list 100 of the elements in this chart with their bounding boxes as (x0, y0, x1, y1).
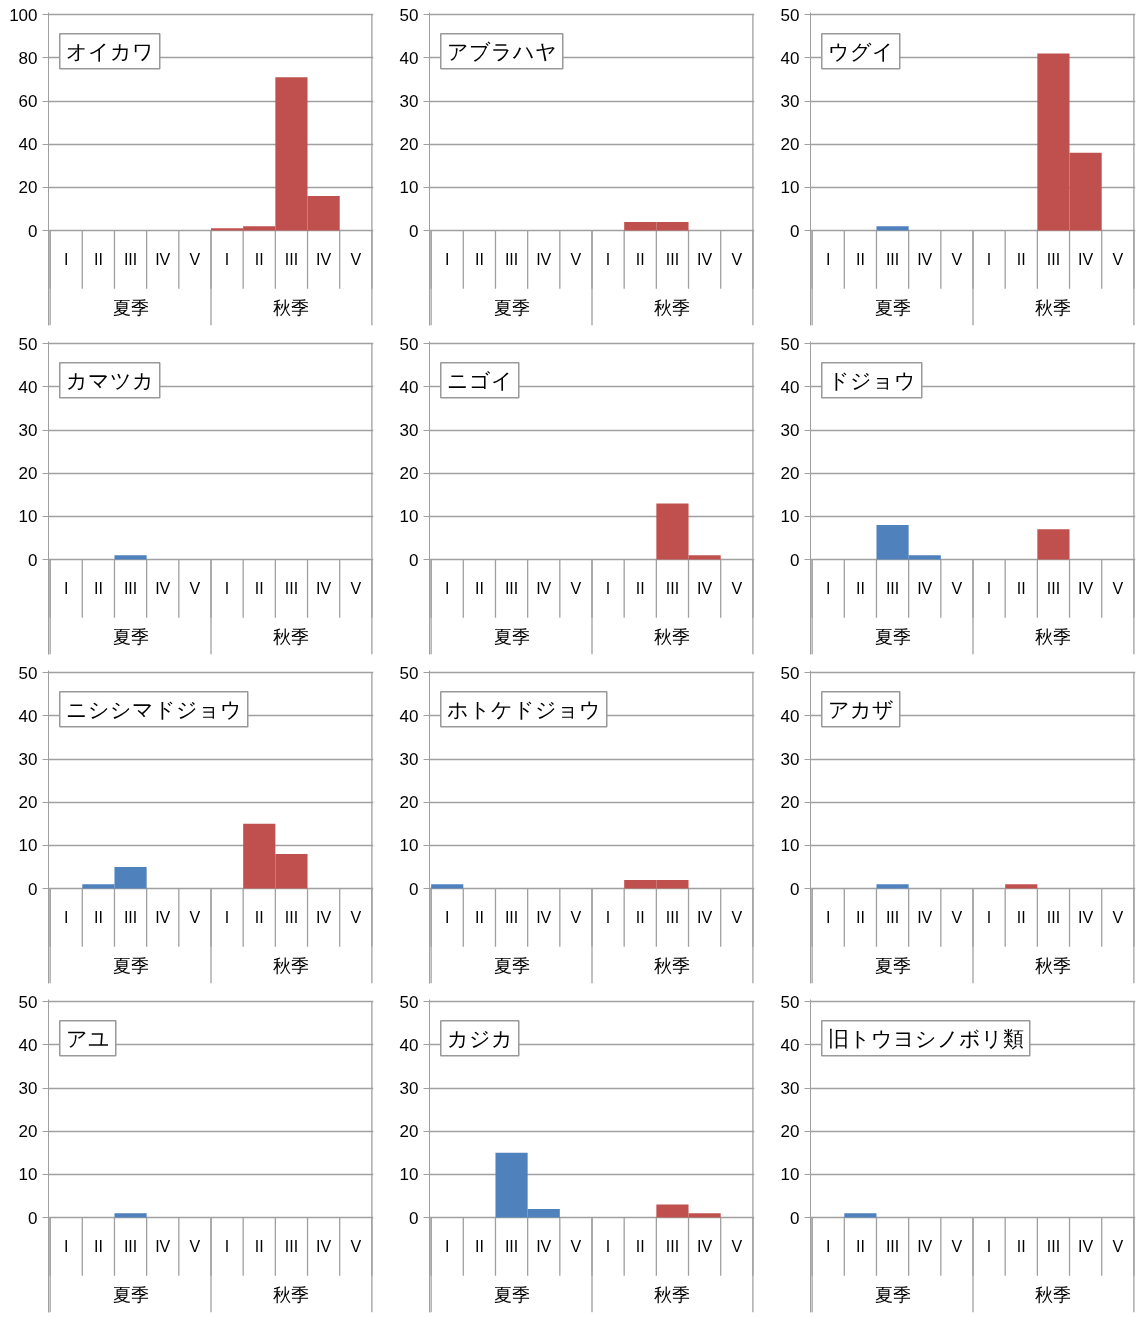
x-tick-label: II (855, 909, 865, 927)
x-tick-label: II (93, 580, 103, 598)
x-tick-label: III (284, 1238, 299, 1256)
y-tick-label: 30 (18, 750, 38, 769)
x-tick-label: II (1016, 580, 1026, 598)
x-tick-label: V (350, 251, 362, 269)
y-tick-label: 0 (28, 550, 38, 570)
y-tick-label: 20 (780, 135, 800, 155)
x-tick-label: III (504, 580, 519, 598)
x-tick-label: V (951, 251, 963, 269)
y-tick-label: 20 (780, 1122, 800, 1142)
text: 夏季 (493, 627, 530, 648)
x-tick-label: I (605, 580, 611, 598)
text: 秋季 (654, 627, 691, 648)
x-tick-label: III (284, 251, 299, 269)
text: 秋季 (273, 298, 310, 319)
x-tick-label: IV (697, 580, 713, 598)
x-tick-label: II (635, 580, 645, 598)
text: カジカ (446, 1026, 513, 1050)
x-tick-label: I (825, 909, 831, 927)
y-tick-label: 50 (780, 334, 800, 354)
x-tick-label: IV (697, 909, 713, 927)
y-tick-label: 40 (399, 1035, 419, 1055)
text: アカザ (827, 697, 894, 721)
x-tick-label: II (93, 251, 103, 269)
x-tick-label: I (986, 909, 992, 927)
x-tick-label: V (189, 1238, 201, 1256)
text: ホトケドジョウ (446, 697, 601, 721)
x-tick-label: IV (917, 909, 933, 927)
x-tick-label: I (63, 1238, 69, 1256)
text: ドジョウ (827, 368, 916, 392)
x-tick-label: IV (316, 909, 332, 927)
y-tick-label: 20 (18, 464, 38, 484)
text: 秋季 (654, 298, 691, 319)
y-tick-label: 30 (780, 92, 800, 111)
y-tick-label: 30 (399, 421, 419, 440)
x-tick-label: I (63, 251, 69, 269)
x-tick-label: V (350, 580, 362, 598)
y-tick-label: 40 (18, 377, 38, 397)
y-tick-label: 50 (780, 5, 800, 25)
y-tick-label: 10 (399, 178, 419, 198)
x-tick-label: IV (155, 1238, 171, 1256)
x-tick-label: V (731, 580, 743, 598)
y-tick-label: 80 (18, 48, 38, 68)
x-tick-label: IV (917, 251, 933, 269)
y-tick-label: 50 (18, 334, 38, 354)
text: 秋季 (1035, 1285, 1072, 1306)
text: 夏季 (874, 1285, 911, 1306)
x-tick-label: II (254, 580, 264, 598)
x-tick-label: III (504, 251, 519, 269)
x-tick-label: II (474, 251, 484, 269)
x-tick-label: V (189, 580, 201, 598)
y-tick-label: 50 (399, 334, 419, 354)
x-tick-label: III (123, 251, 138, 269)
x-tick-label: II (1016, 909, 1026, 927)
x-tick-label: II (635, 909, 645, 927)
x-tick-label: IV (316, 1238, 332, 1256)
x-tick-label: II (254, 251, 264, 269)
x-tick-label: III (1046, 580, 1061, 598)
y-tick-label: 50 (780, 663, 800, 683)
x-tick-label: V (1112, 580, 1124, 598)
x-tick-label: II (474, 1238, 484, 1256)
x-tick-label: III (123, 1238, 138, 1256)
x-tick-label: IV (316, 251, 332, 269)
y-tick-label: 0 (28, 879, 38, 899)
x-tick-label: I (825, 251, 831, 269)
x-tick-label: V (951, 1238, 963, 1256)
x-tick-label: IV (1078, 251, 1094, 269)
x-tick-label: II (254, 909, 264, 927)
text: 夏季 (493, 298, 530, 319)
y-tick-label: 20 (399, 464, 419, 484)
y-tick-label: 20 (399, 135, 419, 155)
x-tick-label: IV (1078, 1238, 1094, 1256)
x-tick-label: IV (536, 251, 552, 269)
y-tick-label: 30 (399, 92, 419, 111)
x-tick-label: II (474, 909, 484, 927)
y-tick-label: 40 (399, 706, 419, 726)
x-tick-label: I (224, 909, 230, 927)
y-tick-label: 40 (780, 1035, 800, 1055)
text: 夏季 (112, 1285, 149, 1306)
x-tick-label: V (350, 1238, 362, 1256)
y-tick-label: 30 (780, 421, 800, 440)
y-tick-label: 10 (780, 836, 800, 856)
x-tick-label: II (93, 909, 103, 927)
y-tick-label: 40 (780, 377, 800, 397)
y-tick-label: 100 (9, 5, 38, 25)
y-tick-label: 50 (399, 5, 419, 25)
x-tick-label: IV (155, 580, 171, 598)
x-tick-label: I (444, 909, 450, 927)
text: 夏季 (493, 1285, 530, 1306)
x-tick-label: I (605, 1238, 611, 1256)
y-tick-label: 20 (18, 1122, 38, 1142)
x-tick-label: II (855, 580, 865, 598)
text: カマツカ (65, 368, 154, 392)
y-tick-label: 30 (399, 1079, 419, 1098)
text: ニシシマドジョウ (65, 697, 242, 721)
y-tick-label: 40 (399, 48, 419, 68)
x-tick-label: V (731, 909, 743, 927)
text: アブラハヤ (446, 39, 557, 63)
x-tick-label: V (570, 251, 582, 269)
